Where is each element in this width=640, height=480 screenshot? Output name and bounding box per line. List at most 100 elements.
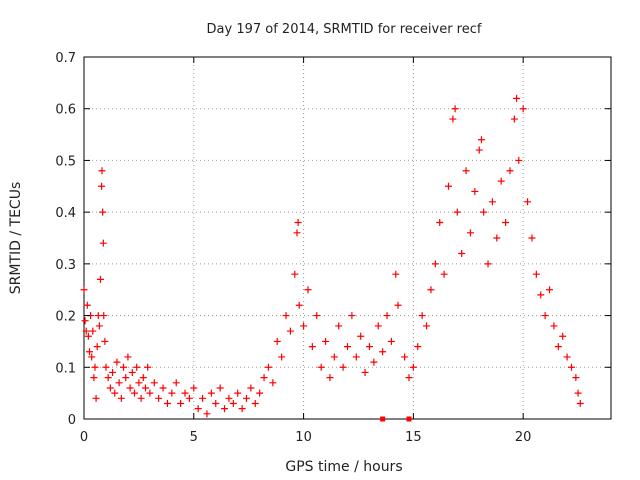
x-tick-label: 0 (80, 430, 88, 445)
data-point (96, 275, 104, 283)
data-point (172, 379, 180, 387)
data-point (293, 229, 301, 237)
data-point (111, 389, 119, 397)
data-point (137, 394, 145, 402)
data-point (493, 234, 501, 242)
data-point (101, 337, 109, 345)
data-point (550, 322, 558, 330)
data-point (576, 399, 584, 407)
data-point (524, 198, 532, 206)
data-point (221, 405, 229, 413)
data-point (203, 410, 211, 418)
data-point (120, 363, 128, 371)
data-point (357, 332, 365, 340)
data-point (477, 136, 485, 144)
data-point (135, 379, 143, 387)
y-tick-label: 0.6 (55, 103, 76, 118)
data-point (409, 363, 417, 371)
data-point (515, 156, 523, 164)
data-point (291, 270, 299, 278)
data-point (322, 337, 330, 345)
data-point (313, 312, 321, 320)
data-point (93, 343, 101, 351)
data-point (207, 389, 215, 397)
data-point (100, 312, 108, 320)
data-point (383, 312, 391, 320)
data-point (330, 353, 338, 361)
data-point (109, 368, 117, 376)
data-point (344, 343, 351, 351)
data-point (519, 105, 527, 113)
data-point (361, 368, 369, 376)
y-tick-label: 0.2 (55, 310, 76, 325)
data-point (139, 374, 147, 382)
data-point (89, 327, 97, 335)
data-point (99, 208, 107, 216)
data-point (308, 343, 316, 351)
data-point (484, 260, 492, 268)
data-point (128, 368, 136, 376)
data-point (95, 322, 103, 330)
data-point (451, 105, 459, 113)
data-point (155, 394, 163, 402)
x-tick-label: 10 (295, 430, 312, 445)
data-point (475, 146, 483, 154)
data-point (256, 389, 264, 397)
data-point (104, 374, 112, 382)
data-point (168, 389, 176, 397)
data-point (278, 353, 286, 361)
data-point (131, 389, 139, 397)
data-point (194, 405, 202, 413)
data-point (260, 374, 268, 382)
data-point (497, 177, 505, 185)
data-point (92, 394, 100, 402)
data-point (81, 317, 89, 325)
data-point (453, 208, 461, 216)
data-point (251, 399, 259, 407)
data-point (392, 270, 400, 278)
y-tick-label: 0.1 (55, 361, 76, 376)
data-point (124, 353, 132, 361)
data-point (177, 399, 185, 407)
y-tick-label: 0.4 (55, 206, 76, 221)
data-point (99, 239, 107, 247)
data-point (216, 384, 224, 392)
grid-lines (84, 57, 611, 419)
data-point (423, 322, 431, 330)
data-point (466, 229, 474, 237)
data-point (98, 182, 106, 190)
data-point (513, 94, 521, 102)
data-point (115, 379, 123, 387)
data-point (339, 363, 347, 371)
data-point (440, 270, 448, 278)
data-point (532, 270, 540, 278)
data-point (82, 327, 90, 335)
data-point (185, 394, 193, 402)
data-point (141, 384, 149, 392)
data-point (181, 389, 189, 397)
x-axis-label: GPS time / hours (285, 459, 402, 475)
data-point (190, 384, 198, 392)
data-point (294, 218, 302, 226)
data-point (225, 394, 233, 402)
data-point (394, 301, 402, 309)
data-point (563, 353, 571, 361)
data-point (85, 348, 93, 356)
y-axis-label: SRMTID / TECUs (8, 182, 24, 295)
data-point (449, 115, 457, 123)
data-point (427, 286, 435, 294)
data-points (80, 94, 584, 422)
data-point (387, 337, 395, 345)
x-tick-label: 20 (515, 430, 532, 445)
y-tick-label: 0 (68, 413, 76, 428)
data-point (574, 389, 582, 397)
chart-title: Day 197 of 2014, SRMTID for receiver rec… (207, 22, 482, 37)
y-tick-label: 0.7 (55, 51, 76, 66)
data-point (150, 379, 158, 387)
data-point (471, 187, 479, 195)
data-point (282, 312, 290, 320)
data-point (365, 343, 373, 351)
bottom-marker (380, 416, 386, 422)
data-point (317, 363, 325, 371)
axis-ticks: 0 0.1 0.2 0.3 0.4 0.5 0.6 0.7 0 5 10 15 20 (55, 51, 611, 445)
